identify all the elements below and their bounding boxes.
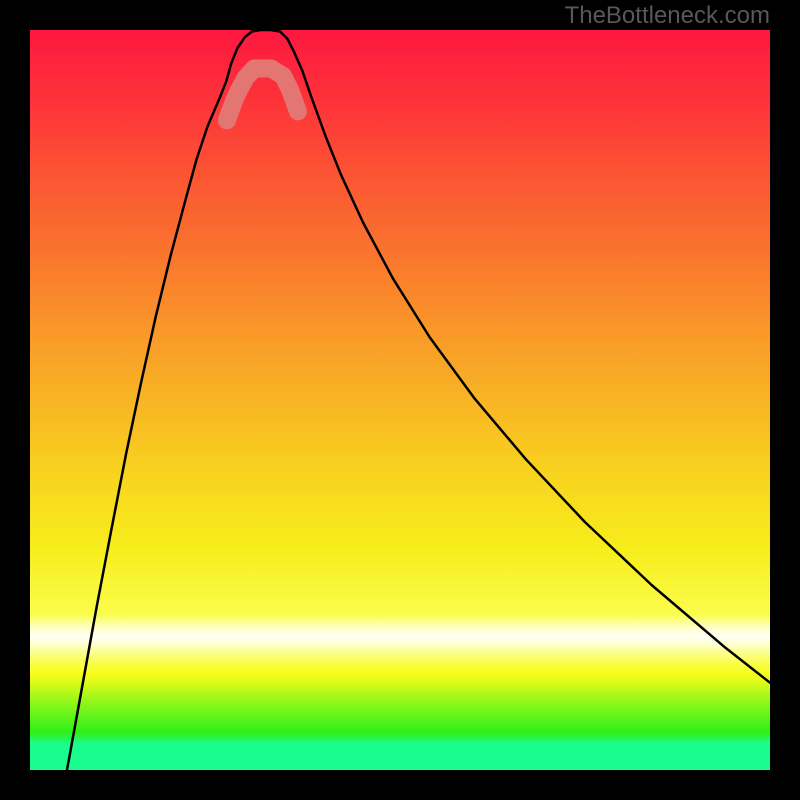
bottleneck-curve <box>67 30 770 770</box>
plot-area <box>30 30 770 770</box>
marker-chain <box>227 68 298 120</box>
watermark-label: TheBottleneck.com <box>565 2 770 30</box>
curve-svg-layer <box>30 30 770 770</box>
chart-outer-frame: TheBottleneck.com <box>0 0 800 800</box>
